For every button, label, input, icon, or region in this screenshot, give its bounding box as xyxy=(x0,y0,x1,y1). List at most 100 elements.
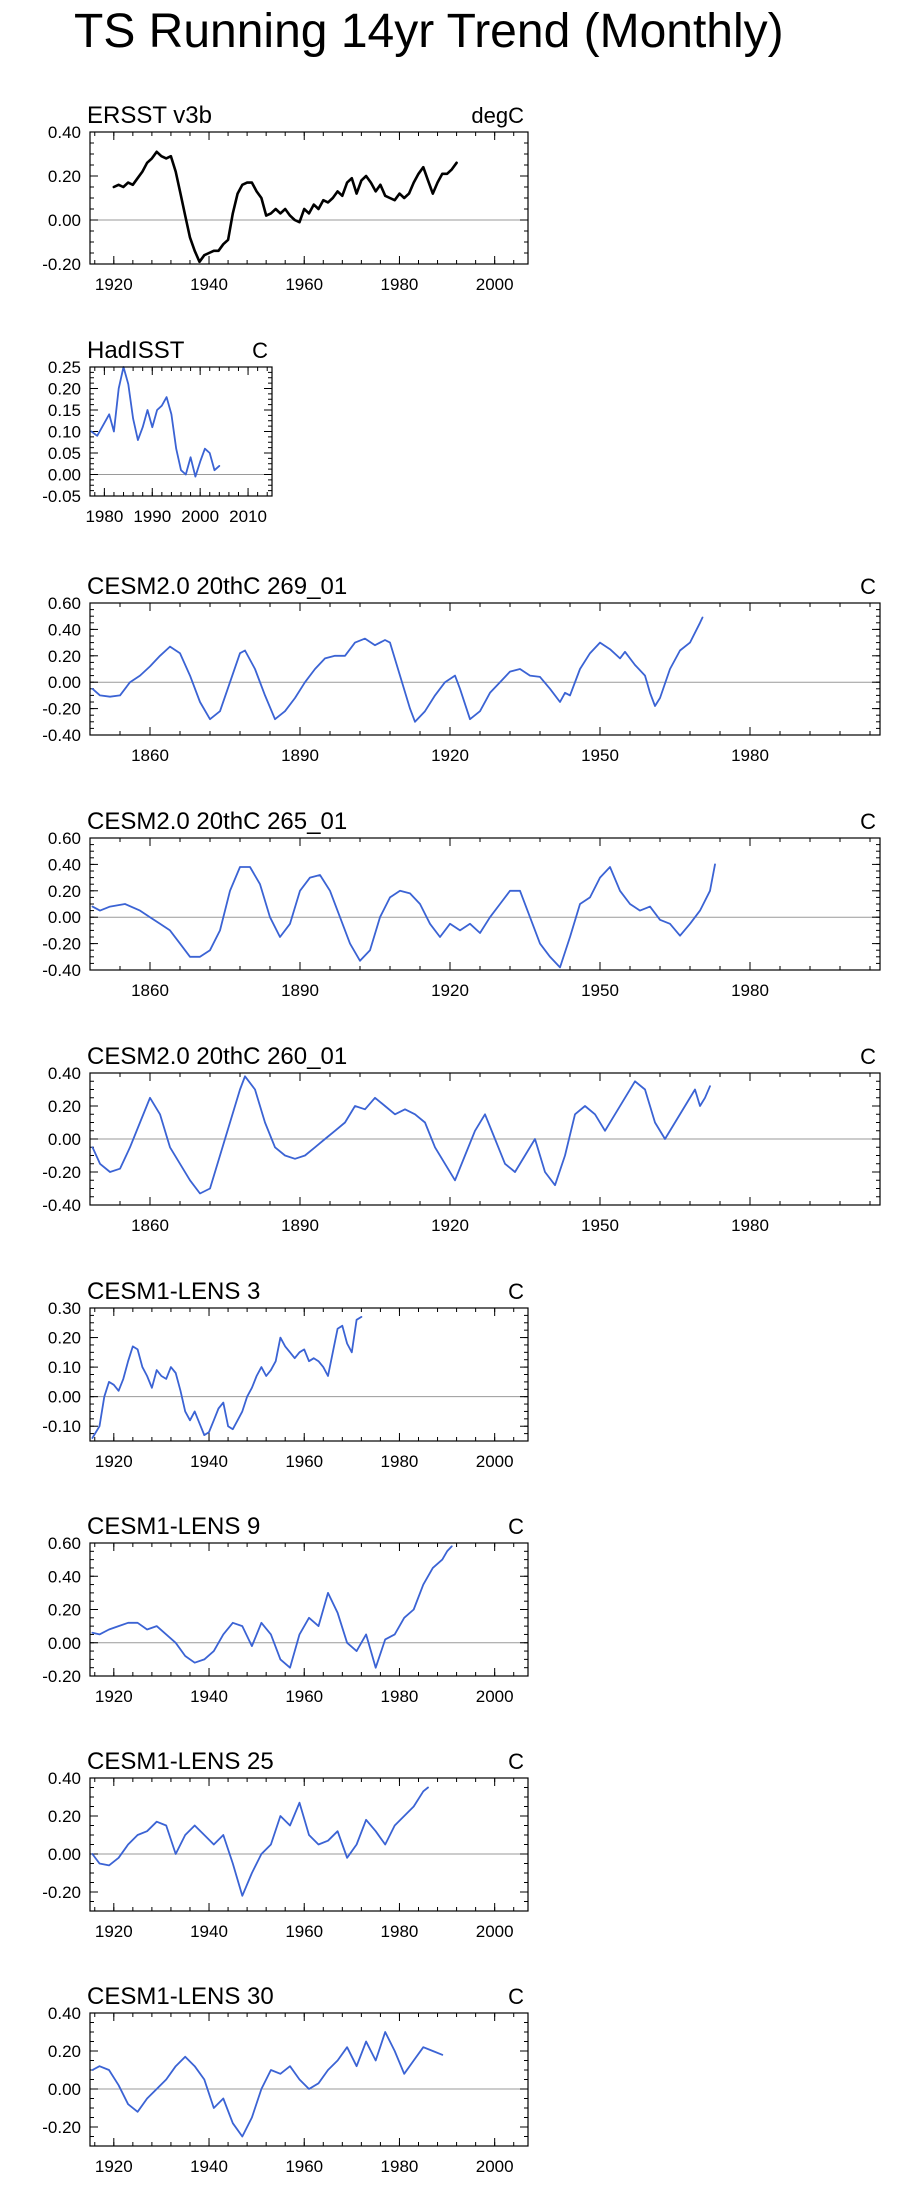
y-tick-label: 0.40 xyxy=(48,1064,81,1083)
y-tick-label: -0.20 xyxy=(42,1883,81,1902)
panel-8: 1920 1940 1960 1980 2000 -0.20 0.00 0.20 0.40 CES… xyxy=(42,1748,529,1941)
panel-units: C xyxy=(508,1279,524,1304)
plot-frame xyxy=(89,1072,881,1206)
y-tick-label: 0.00 xyxy=(48,466,81,485)
x-tick-label: 1920 xyxy=(95,2157,133,2176)
x-tick-label: 1860 xyxy=(131,1216,169,1235)
panel-9: 1920 1940 1960 1980 2000 -0.20 0.00 0.20 0.40 CES… xyxy=(42,1983,529,2176)
y-tick-label: 0.30 xyxy=(48,1299,81,1318)
x-tick-label: 1950 xyxy=(581,746,619,765)
x-tick-label: 1940 xyxy=(190,1452,228,1471)
y-tick-label: -0.20 xyxy=(42,700,81,719)
panel-units: C xyxy=(252,338,268,363)
x-tick-label: 1890 xyxy=(281,981,319,1000)
y-tick-label: 0.60 xyxy=(48,594,81,613)
panel-title: CESM1-LENS 9 xyxy=(87,1513,260,1540)
panel-title: CESM2.0 20thC 265_01 xyxy=(87,808,347,835)
y-tick-label: 0.00 xyxy=(48,908,81,927)
panel-title: CESM1-LENS 30 xyxy=(87,1983,274,2010)
plot-frame xyxy=(89,1777,529,1912)
x-tick-label: 1940 xyxy=(190,1922,228,1941)
y-tick-label: 0.00 xyxy=(48,2080,81,2099)
x-tick-label: 1980 xyxy=(731,1216,769,1235)
plot-frame xyxy=(89,2012,529,2147)
y-tick-label: 0.15 xyxy=(48,401,81,420)
y-tick-label: 0.40 xyxy=(48,1567,81,1586)
x-tick-label: 1980 xyxy=(381,1687,419,1706)
plot-frame xyxy=(89,837,881,971)
panel-2: 1980 1990 2000 2010 -0.05 0.00 0.05 0.10 0.15 0.2… xyxy=(42,337,273,526)
data-series-line xyxy=(91,863,716,969)
y-tick-label: 0.60 xyxy=(48,829,81,848)
y-tick-label: 0.25 xyxy=(48,358,81,377)
x-tick-label: 1980 xyxy=(381,275,419,294)
y-tick-label: 0.00 xyxy=(48,673,81,692)
y-tick-label: 0.20 xyxy=(48,1601,81,1620)
x-tick-label: 1990 xyxy=(133,507,171,526)
y-tick-label: 0.10 xyxy=(48,1358,81,1377)
x-tick-label: 1860 xyxy=(131,981,169,1000)
panel-title: CESM1-LENS 3 xyxy=(87,1278,260,1305)
y-tick-label: -0.10 xyxy=(42,1417,81,1436)
x-tick-label: 1860 xyxy=(131,746,169,765)
x-tick-label: 1960 xyxy=(285,1452,323,1471)
y-tick-label: 0.20 xyxy=(48,2042,81,2061)
y-tick-label: 0.40 xyxy=(48,620,81,639)
x-tick-label: 1980 xyxy=(381,1922,419,1941)
figure-title: TS Running 14yr Trend (Monthly) xyxy=(74,5,784,58)
y-tick-label: -0.40 xyxy=(42,961,81,980)
panel-title: CESM1-LENS 25 xyxy=(87,1748,274,1775)
x-tick-label: 1980 xyxy=(731,746,769,765)
x-tick-label: 1920 xyxy=(431,981,469,1000)
y-tick-label: 0.20 xyxy=(48,167,81,186)
panel-title: HadISST xyxy=(87,337,185,364)
y-tick-label: 0.00 xyxy=(48,211,81,230)
x-tick-label: 2010 xyxy=(229,507,267,526)
x-tick-label: 1980 xyxy=(85,507,123,526)
data-series-line xyxy=(112,150,458,264)
data-series-line xyxy=(90,366,221,478)
x-tick-label: 2000 xyxy=(476,1922,514,1941)
panel-units: C xyxy=(860,809,876,834)
y-tick-label: 0.20 xyxy=(48,1097,81,1116)
panel-3: 1860 1890 1920 1950 1980 -0.40 -0.20 0.00 0.20 0.… xyxy=(42,573,881,765)
plot-frame xyxy=(89,602,881,736)
y-tick-label: 0.20 xyxy=(48,1807,81,1826)
panel-1: 1920 1940 1960 1980 2000 -0.20 0.00 0.20 0.40 ERS… xyxy=(42,102,529,294)
x-tick-label: 1950 xyxy=(581,1216,619,1235)
x-tick-label: 1960 xyxy=(285,1922,323,1941)
panel-units: C xyxy=(860,574,876,599)
panel-title: CESM2.0 20thC 269_01 xyxy=(87,573,347,600)
y-tick-label: -0.40 xyxy=(42,1196,81,1215)
y-tick-label: -0.05 xyxy=(42,487,81,506)
panel-6: 1920 1940 1960 1980 2000 -0.10 0.00 0.10 0.20 0.3… xyxy=(42,1278,529,1471)
y-tick-label: 0.00 xyxy=(48,1130,81,1149)
panel-units: C xyxy=(860,1044,876,1069)
y-tick-label: 0.20 xyxy=(48,647,81,666)
y-tick-label: 0.00 xyxy=(48,1634,81,1653)
x-tick-label: 1920 xyxy=(431,1216,469,1235)
panel-4: 1860 1890 1920 1950 1980 -0.40 -0.20 0.00 0.20 0.… xyxy=(42,808,881,1000)
y-tick-label: -0.20 xyxy=(42,1667,81,1686)
panel-title: ERSST v3b xyxy=(87,102,212,129)
x-tick-label: 1920 xyxy=(95,1452,133,1471)
x-tick-label: 2000 xyxy=(476,1687,514,1706)
data-series-line xyxy=(91,1545,453,1669)
x-tick-label: 2000 xyxy=(476,2157,514,2176)
data-series-line xyxy=(91,1316,363,1439)
x-tick-label: 1940 xyxy=(190,2157,228,2176)
y-tick-label: 0.20 xyxy=(48,380,81,399)
x-tick-label: 1950 xyxy=(581,981,619,1000)
x-tick-label: 2000 xyxy=(476,1452,514,1471)
x-tick-label: 2000 xyxy=(181,507,219,526)
y-tick-label: 0.00 xyxy=(48,1845,81,1864)
y-tick-label: 0.20 xyxy=(48,1329,81,1348)
x-tick-label: 1960 xyxy=(285,1687,323,1706)
y-tick-label: 0.00 xyxy=(48,1388,81,1407)
x-tick-label: 1940 xyxy=(190,1687,228,1706)
x-tick-label: 2000 xyxy=(476,275,514,294)
plot-frame xyxy=(89,366,273,497)
panel-units: C xyxy=(508,1514,524,1539)
panel-units: degC xyxy=(471,103,524,128)
